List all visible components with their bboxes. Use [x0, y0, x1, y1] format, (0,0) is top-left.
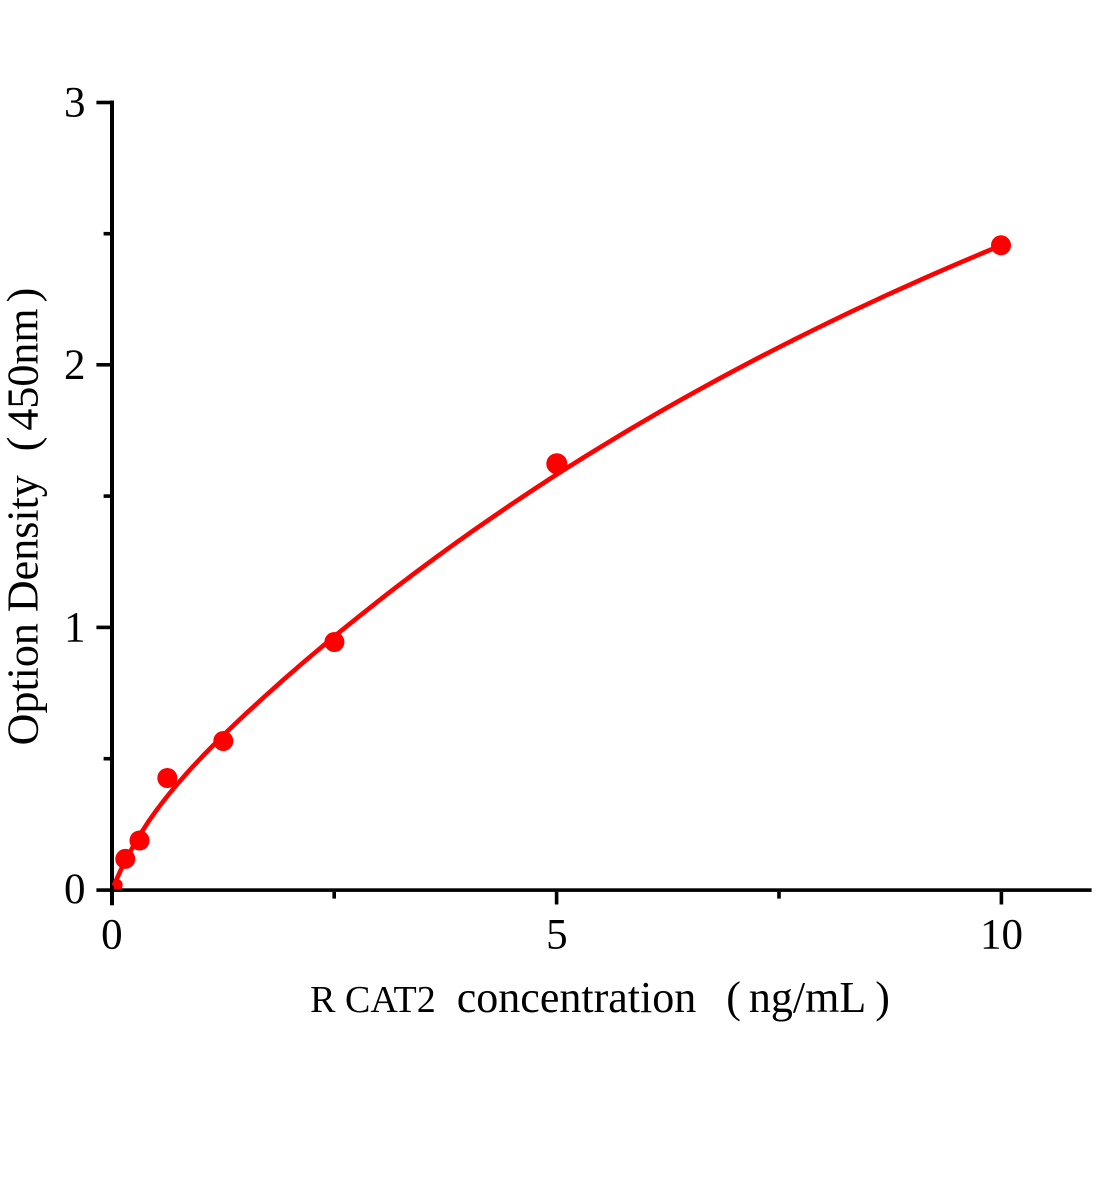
svg-text:2: 2 [64, 342, 86, 389]
svg-text:10: 10 [980, 912, 1023, 959]
svg-text:0: 0 [101, 912, 123, 959]
svg-text:3: 3 [64, 80, 86, 127]
svg-text:1: 1 [64, 605, 86, 652]
svg-text:R CAT2 concentration(ng/mL): R CAT2 concentration(ng/mL) [310, 973, 890, 1022]
svg-text:Option Density(450nm): Option Density(450nm) [0, 288, 48, 746]
svg-text:5: 5 [546, 912, 568, 959]
svg-text:0: 0 [64, 866, 86, 913]
